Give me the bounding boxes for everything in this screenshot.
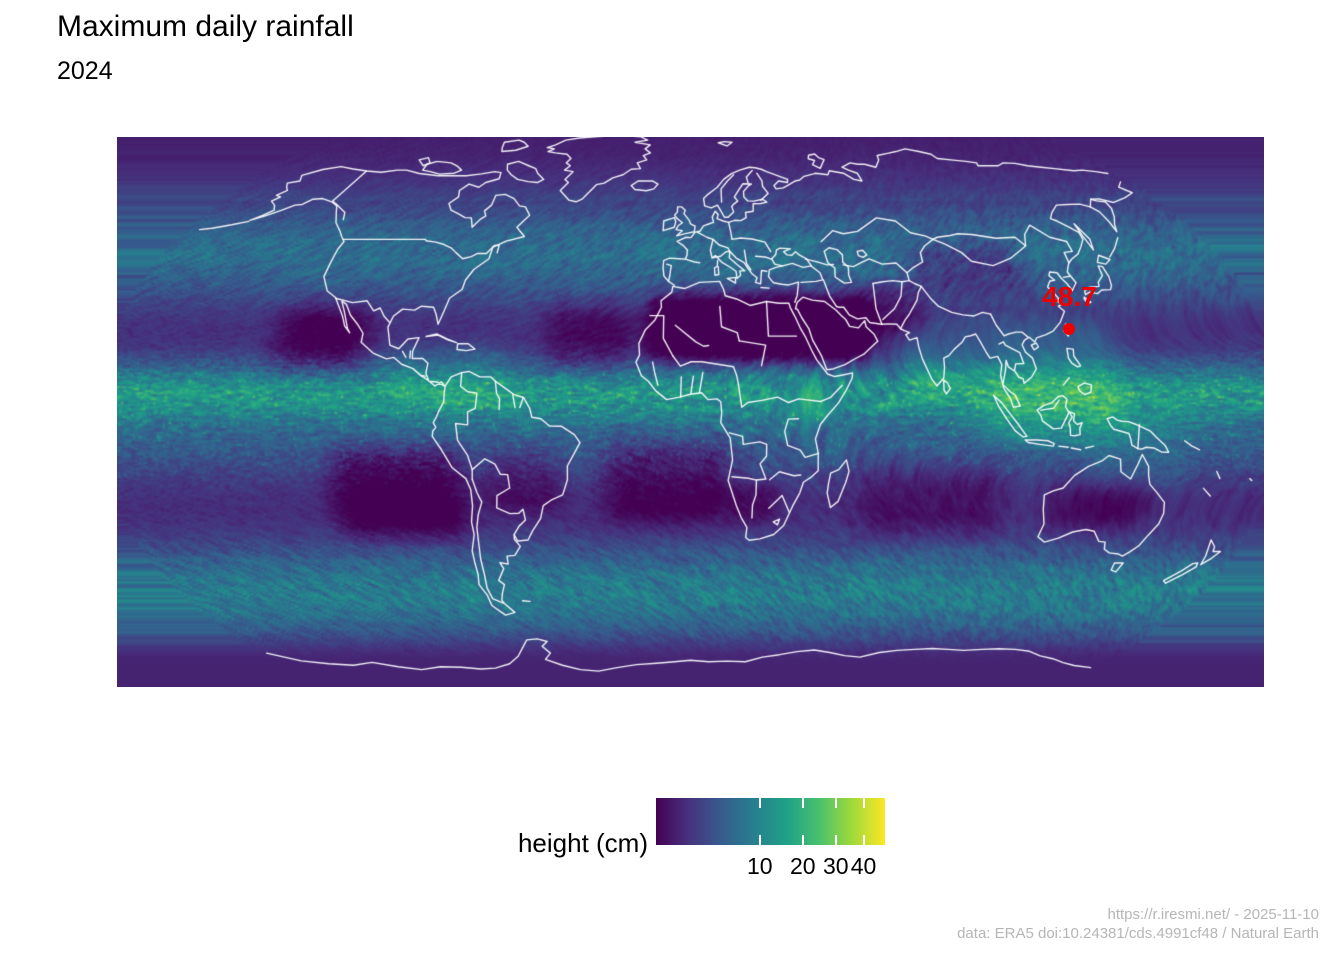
legend-tick-mark [758, 835, 761, 845]
legend-tick-label: 40 [850, 853, 877, 879]
caption-line-1: https://r.iresmi.net/ - 2025-11-10 [1107, 906, 1320, 923]
legend-title: height (cm) [517, 828, 648, 858]
caption: https://r.iresmi.net/ - 2025-11-10 data:… [957, 905, 1319, 943]
legend-tick-mark [862, 835, 865, 845]
max-point-marker [1063, 322, 1076, 335]
legend-tick-label: 30 [822, 853, 849, 879]
caption-line-2: data: ERA5 doi:10.24381/cds.4991cf48 / N… [957, 925, 1319, 942]
legend-tick-mark [758, 798, 761, 808]
country-borders-canvas [117, 137, 1264, 687]
figure-subtitle: 2024 [57, 57, 113, 85]
legend-colorbar [656, 798, 885, 845]
max-value-label: 48.7 [1042, 280, 1097, 312]
legend-tick-mark [801, 835, 804, 845]
legend-tick-mark [834, 798, 837, 808]
figure-title: Maximum daily rainfall [57, 10, 354, 43]
legend-tick-mark [801, 798, 804, 808]
legend-tick-label: 20 [789, 853, 816, 879]
legend-tick-mark [862, 798, 865, 808]
legend-tick-label: 10 [746, 853, 773, 879]
world-map-panel: 48.7 [117, 137, 1264, 687]
legend-tick-mark [834, 835, 837, 845]
